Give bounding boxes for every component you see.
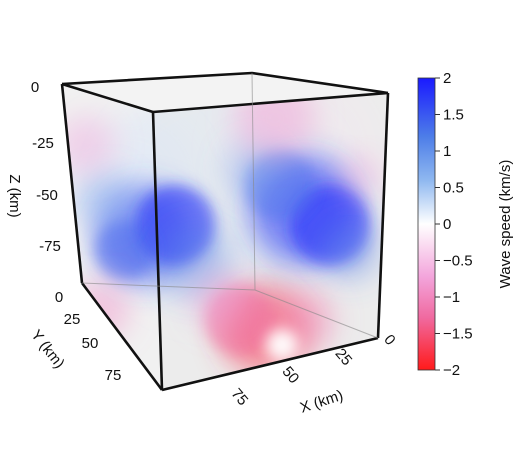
z-axis-label: Z (km) xyxy=(6,174,23,217)
wave-speed-volume xyxy=(62,84,380,375)
volume-blob xyxy=(190,270,250,330)
volume-blob xyxy=(320,220,380,280)
colorbar-tick-label: 1 xyxy=(443,143,451,160)
volume-blob xyxy=(340,155,380,195)
y-tick: 75 xyxy=(105,367,122,384)
y-tick: 0 xyxy=(55,289,63,306)
colorbar-tick-label: 0.5 xyxy=(443,180,464,197)
y-axis-label: Y (km) xyxy=(27,327,67,372)
y-tick: 50 xyxy=(82,335,99,352)
y-tick: 25 xyxy=(64,311,81,328)
colorbar-tick-label: −1 xyxy=(443,289,460,306)
x-tick: 50 xyxy=(279,363,303,387)
colorbar-tick-label: 0 xyxy=(443,216,451,233)
colorbar-gradient xyxy=(417,77,436,371)
z-axis: 0 -25 -50 -75 Z (km) xyxy=(6,79,61,255)
volume-blob xyxy=(77,172,133,228)
z-tick: 0 xyxy=(31,79,39,96)
colorbar-tick-label: 1.5 xyxy=(443,107,464,124)
x-tick: 0 xyxy=(380,331,398,348)
colorbar-tick-label: −0.5 xyxy=(443,253,473,270)
x-tick: 75 xyxy=(228,385,252,409)
z-tick: -75 xyxy=(39,238,61,255)
colorbar-label: Wave speed (km/s) xyxy=(497,160,514,289)
colorbar-tick-label: −2 xyxy=(443,362,460,379)
volume-blob xyxy=(70,280,130,340)
volume-blob xyxy=(62,115,115,175)
z-tick: -50 xyxy=(36,187,58,204)
volume-box-edges xyxy=(60,71,390,392)
colorbar-tick-label: −1.5 xyxy=(443,326,473,343)
colorbar-tick-label: 2 xyxy=(443,70,451,87)
volume-box-hidden-edges xyxy=(81,72,379,339)
x-axis-label: X (km) xyxy=(298,387,345,417)
volume-blob xyxy=(266,329,298,361)
colorbar: 2 1.5 1 0.5 0 −0.5 −1 −1.5 −2 Wave speed (km/s) xyxy=(417,70,514,379)
z-tick: -25 xyxy=(32,135,54,152)
volume-blob xyxy=(95,220,155,280)
